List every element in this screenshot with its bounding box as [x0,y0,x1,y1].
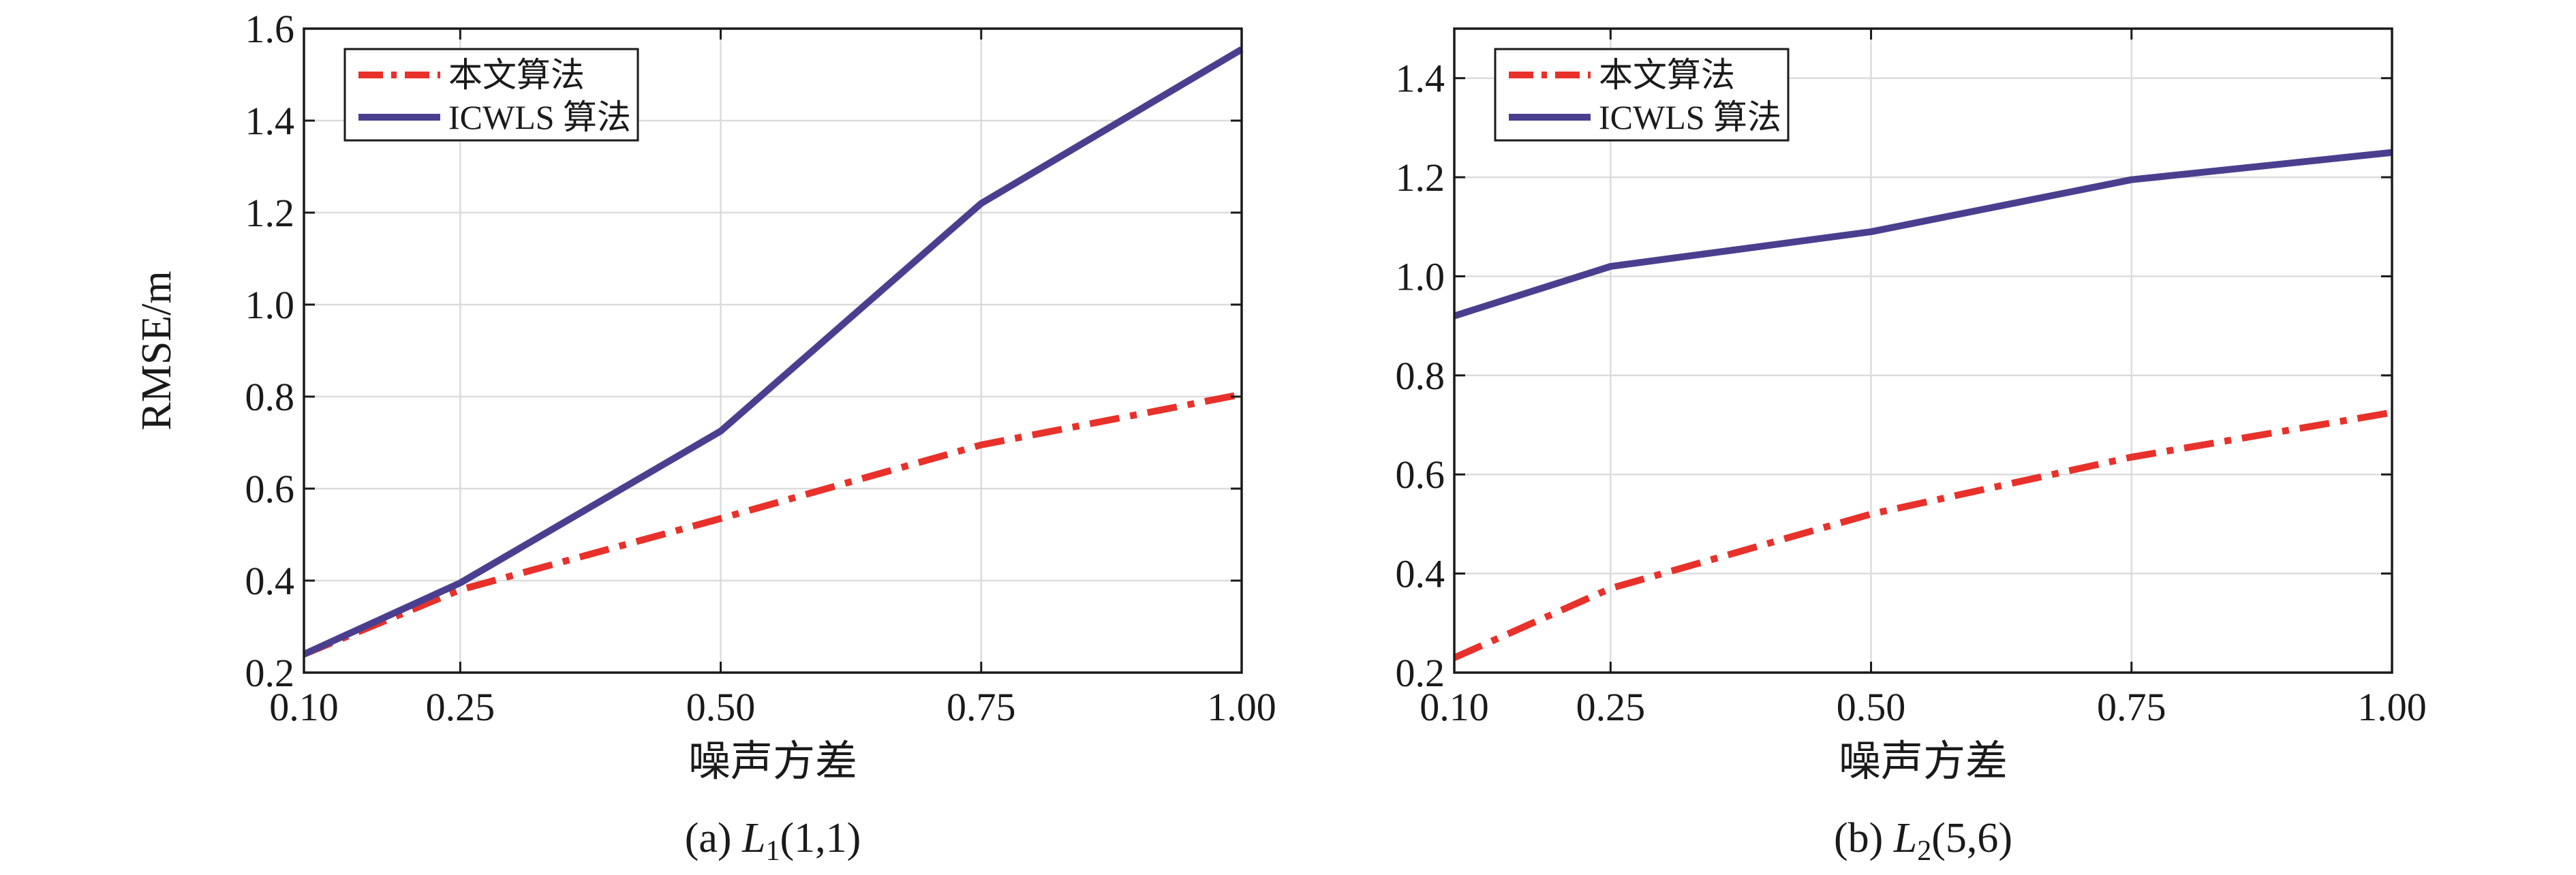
y-tick-label: 0.4 [1396,552,1445,596]
x-tick-label: 0.50 [1837,685,1906,729]
plot-frame [1453,27,2393,674]
y-tick-label: 1.2 [1396,155,1445,200]
series-line-icwls [1453,149,2393,320]
legend-label-icwls: ICWLS 算法 [1599,98,1781,136]
chart-panel-1: 0.10 0.25 0.50 0.75 1.00 0.2 0.4 0.6 0.8 1.0 1.2 1.… [134,7,1276,867]
y-tick-label: 1.4 [245,99,295,143]
y-tick-label: 0.2 [245,651,295,695]
y-tick-label: 0.4 [245,559,295,603]
x-tick-label: 0.50 [686,685,756,729]
caption-prefix: (a) [685,815,742,861]
x-tick-label: 1.00 [1207,685,1276,729]
y-tick-label: 0.8 [245,375,295,419]
x-tick-label: 0.25 [1576,685,1646,729]
caption-subscript: 1 [766,835,780,867]
y-tick-label: 0.6 [1396,452,1445,497]
y-axis-title: RMSE/m [134,271,180,430]
legend-label-proposed: 本文算法 [448,56,585,94]
y-tick-label: 1.4 [1396,57,1445,101]
legend-box [1494,48,1790,142]
x-axis-title: 噪声方差 [1839,739,2008,785]
caption: (b) L2(5,6) [1834,815,2012,867]
y-tick-label: 1.0 [245,283,295,327]
legend-label-icwls: ICWLS 算法 [448,98,631,136]
legend-box [343,48,639,142]
chart-panel-2: 0.10 0.25 0.50 0.75 1.00 0.2 0.4 0.6 0.8 1.0 1.2 1.… [1396,27,2427,867]
y-tick-label: 1.2 [245,191,295,235]
caption-subscript: 2 [1917,835,1931,867]
caption: (a) L1(1,1) [685,815,861,867]
caption-suffix: (5,6) [1931,815,2012,861]
caption-prefix: (b) [1834,815,1894,861]
legend-label-proposed: 本文算法 [1599,56,1735,94]
series-line-proposed [303,390,1242,658]
x-tick-label: 1.00 [2357,685,2427,729]
caption-suffix: (1,1) [780,815,861,861]
caption-symbol: L [1893,815,1917,861]
x-tick-label: 0.75 [947,685,1016,729]
x-tick-label: 0.10 [269,685,339,729]
x-tick-label: 0.75 [2097,685,2166,729]
caption-symbol: L [741,815,765,861]
x-tick-label: 0.25 [426,685,495,729]
x-axis-title: 噪声方差 [688,739,857,785]
y-tick-label: 0.2 [1396,651,1445,695]
series-line-proposed [1452,409,2393,661]
legend: 本文算法 ICWLS 算法 [1494,48,1790,142]
y-tick-label: 0.8 [1396,354,1445,398]
plot-frame [303,27,1243,674]
series-line-icwls [302,46,1244,658]
y-tick-label: 1.6 [245,7,295,51]
y-tick-label: 1.0 [1396,254,1445,298]
x-tick-label: 0.10 [1420,685,1489,729]
legend: 本文算法 ICWLS 算法 [343,48,639,142]
y-tick-label: 0.6 [245,467,295,511]
